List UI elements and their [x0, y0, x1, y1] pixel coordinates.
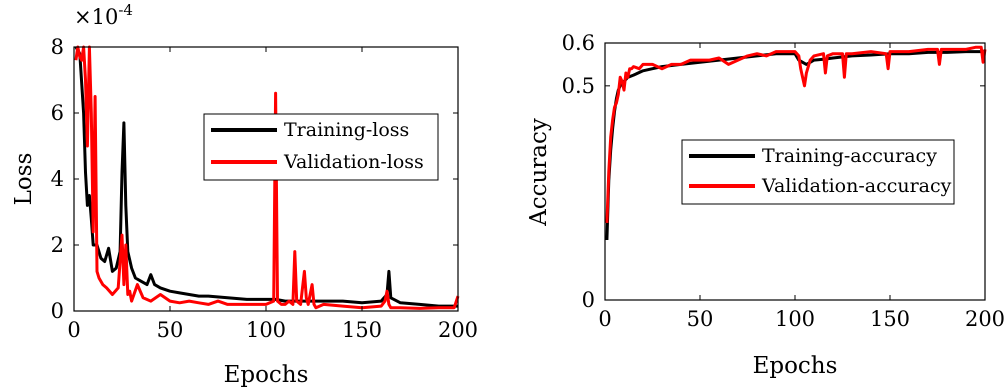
accuracy-y-tick-label: 0.6 — [562, 31, 595, 55]
accuracy-legend: Training-accuracy Validation-accuracy — [681, 139, 955, 205]
accuracy-x-tick-label: 0 — [598, 307, 611, 331]
loss-x-tick-label: 150 — [342, 318, 382, 342]
loss-y-tick-label: 0 — [51, 299, 64, 323]
loss-legend: Training-loss Validation-loss — [203, 113, 439, 181]
loss-series-lines — [74, 45, 460, 310]
accuracy-y-tick-label: 0.5 — [562, 74, 595, 98]
accuracy-x-tick-label: 150 — [870, 307, 910, 331]
accuracy-chart: 0 50 100 150 200 0 0.5 0.6 Epochs Accuracy Trai… — [526, 31, 1005, 379]
loss-x-tick-label: 0 — [67, 318, 80, 342]
accuracy-x-axis-label: Epochs — [753, 353, 838, 379]
loss-series-line-validation — [74, 45, 460, 310]
accuracy-y-axis-label: Accuracy — [526, 118, 552, 227]
loss-ticks: 0 50 100 150 200 0 2 4 6 8 — [51, 35, 478, 342]
loss-y-axis-label: Loss — [11, 153, 37, 206]
accuracy-legend-box — [681, 139, 955, 205]
loss-y-tick-label: 4 — [51, 167, 64, 191]
accuracy-ticks: 0 50 100 150 200 0 0.5 0.6 — [562, 31, 1005, 331]
accuracy-series-line-validation — [605, 45, 987, 223]
accuracy-y-tick-label: 0 — [582, 288, 595, 312]
accuracy-series-lines — [605, 45, 987, 241]
loss-scale-factor: ×10-4 — [74, 1, 133, 29]
loss-x-tick-label: 200 — [438, 318, 478, 342]
accuracy-legend-label-training: Training-accuracy — [762, 145, 937, 167]
accuracy-legend-label-validation: Validation-accuracy — [761, 175, 952, 197]
loss-x-axis-label: Epochs — [224, 362, 309, 387]
loss-legend-label-validation: Validation-loss — [283, 151, 424, 173]
loss-y-tick-label: 6 — [51, 101, 64, 125]
accuracy-x-tick-label: 50 — [687, 307, 714, 331]
loss-legend-label-training: Training-loss — [284, 119, 409, 141]
accuracy-x-tick-label: 100 — [775, 307, 815, 331]
loss-y-tick-label: 2 — [51, 233, 64, 257]
loss-x-tick-label: 50 — [157, 318, 184, 342]
loss-legend-box — [203, 113, 439, 181]
loss-x-tick-label: 100 — [246, 318, 286, 342]
accuracy-x-tick-label: 200 — [965, 307, 1005, 331]
loss-chart: 0 50 100 150 200 0 2 4 6 8 ×10-4 Epochs Loss Trai… — [11, 1, 478, 388]
loss-y-tick-label: 8 — [51, 35, 64, 59]
